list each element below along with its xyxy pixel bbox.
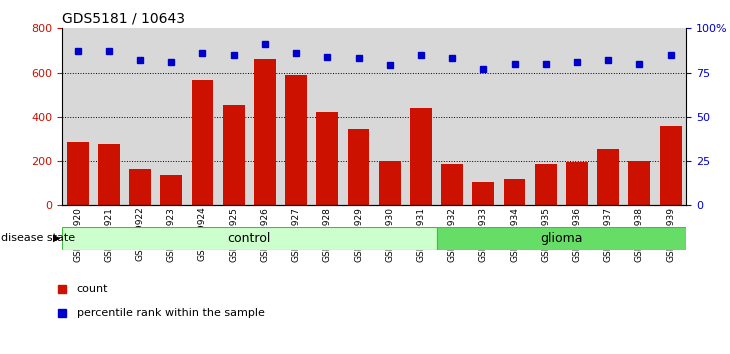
Text: count: count [77,284,108,293]
Bar [223,105,245,205]
Bar [93,28,124,205]
Text: disease state: disease state [1,233,75,243]
Bar [280,28,312,205]
Bar [254,59,276,205]
Bar [155,28,187,205]
Bar [468,28,499,205]
Bar [62,28,93,205]
Bar [499,28,530,205]
Bar [316,113,338,205]
Bar [187,28,218,205]
Bar [472,182,494,205]
Bar [218,28,250,205]
Bar [535,164,557,205]
Bar [347,129,369,205]
Bar [530,28,561,205]
Text: glioma: glioma [540,232,583,245]
Bar [312,28,343,205]
Text: control: control [228,232,271,245]
Bar [124,28,155,205]
Bar [660,126,682,205]
Bar [129,169,151,205]
Bar [504,179,526,205]
Bar [441,164,463,205]
Bar [437,28,468,205]
Bar [593,28,624,205]
Bar [62,227,437,250]
Text: GDS5181 / 10643: GDS5181 / 10643 [62,12,185,26]
Bar [379,161,401,205]
Bar [655,28,686,205]
Bar [66,142,88,205]
Bar [285,75,307,205]
Text: percentile rank within the sample: percentile rank within the sample [77,308,264,318]
Bar [410,108,432,205]
Bar [374,28,405,205]
Bar [437,227,686,250]
Bar [249,28,280,205]
Bar [98,144,120,205]
Bar [191,80,213,205]
Text: ▶: ▶ [53,233,61,243]
Bar [624,28,655,205]
Bar [161,176,182,205]
Bar [566,162,588,205]
Bar [597,149,619,205]
Bar [343,28,374,205]
Bar [629,161,650,205]
Bar [561,28,593,205]
Bar [405,28,437,205]
